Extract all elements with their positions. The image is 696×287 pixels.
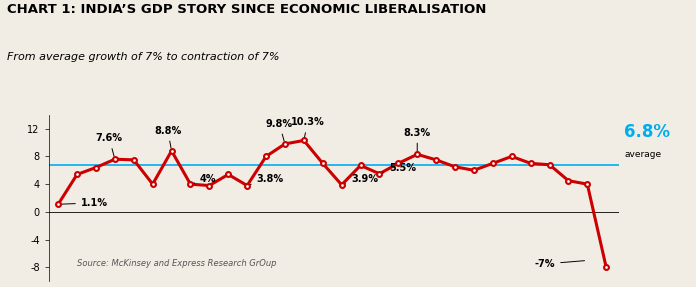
Text: 10.3%: 10.3% (291, 117, 324, 138)
Text: 8.3%: 8.3% (404, 128, 431, 152)
Text: 1.1%: 1.1% (61, 198, 108, 208)
Text: average: average (624, 150, 661, 160)
Text: From average growth of 7% to contraction of 7%: From average growth of 7% to contraction… (7, 52, 280, 62)
Text: 3.8%: 3.8% (250, 174, 284, 185)
Text: 7.6%: 7.6% (95, 133, 122, 156)
Text: 8.8%: 8.8% (154, 125, 182, 148)
Text: 9.8%: 9.8% (266, 119, 293, 141)
Text: 4%: 4% (193, 174, 216, 184)
Text: -7%: -7% (535, 259, 585, 269)
Text: 5.5%: 5.5% (382, 163, 416, 173)
Text: 3.9%: 3.9% (345, 174, 378, 184)
Text: 6.8%: 6.8% (624, 123, 670, 141)
Text: Source: McKinsey and Express Research GrOup: Source: McKinsey and Express Research Gr… (77, 259, 276, 268)
Text: CHART 1: INDIA’S GDP STORY SINCE ECONOMIC LIBERALISATION: CHART 1: INDIA’S GDP STORY SINCE ECONOMI… (7, 3, 487, 16)
